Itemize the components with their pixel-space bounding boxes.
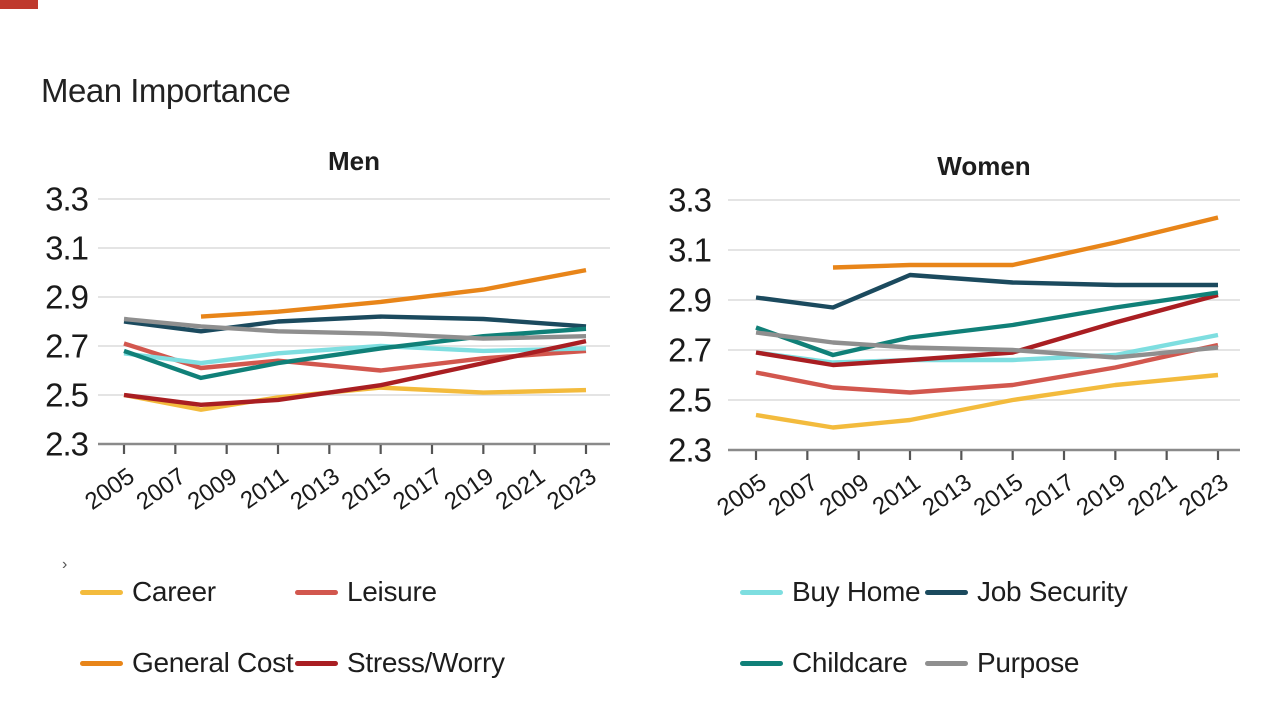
y-axis-tick-label: 2.7 xyxy=(45,328,88,365)
legend-label: Job Security xyxy=(977,576,1128,607)
legend-swatch xyxy=(925,589,968,595)
series-line-purpose xyxy=(755,330,1219,360)
legend-item-stress-worry: Stress/Worry xyxy=(295,643,505,683)
series-line-leisure xyxy=(755,342,1219,395)
y-axis-tick-label: 2.9 xyxy=(668,282,711,319)
y-axis-tick-label: 2.3 xyxy=(45,426,88,463)
y-axis-tick-label: 3.1 xyxy=(668,232,711,269)
series-line-leisure xyxy=(123,341,587,373)
x-axis-tick-label: 2013 xyxy=(286,463,345,516)
legend-item-buy-home: Buy Home xyxy=(740,572,921,612)
x-axis-tick-label: 2019 xyxy=(440,463,499,516)
x-axis-tick-label: 2019 xyxy=(1072,469,1131,522)
series-line-general-cost xyxy=(832,215,1219,270)
x-axis-tick-label: 2011 xyxy=(868,469,926,521)
panel-title-men: Men xyxy=(328,146,380,176)
y-axis-tick-label: 2.3 xyxy=(668,432,711,469)
series-line-job-security xyxy=(755,272,1218,310)
legend-label: Buy Home xyxy=(792,576,921,607)
legend-swatch xyxy=(295,660,338,666)
y-axis-tick-label: 3.3 xyxy=(668,182,711,219)
series-line-career xyxy=(755,372,1219,430)
legend-item-leisure: Leisure xyxy=(295,572,437,612)
legend-swatch xyxy=(740,589,783,595)
men-chart-panel: 3.33.12.92.72.52.32005200720092011201320… xyxy=(45,181,610,516)
legend-swatch xyxy=(740,660,783,666)
x-axis-tick-label: 2009 xyxy=(815,469,874,522)
legend-label: Stress/Worry xyxy=(347,647,505,678)
x-axis-tick-label: 2023 xyxy=(1174,469,1233,522)
y-axis-tick-label: 3.1 xyxy=(45,230,88,267)
y-axis-tick-label: 3.3 xyxy=(45,181,88,218)
x-axis-tick-label: 2023 xyxy=(542,463,601,516)
x-axis-tick-label: 2017 xyxy=(1020,469,1079,522)
x-axis-tick-label: 2021 xyxy=(1123,469,1182,522)
series-line-childcare xyxy=(755,290,1219,358)
legend-label: General Cost xyxy=(132,647,294,678)
chevron-right-icon: › xyxy=(62,556,68,573)
x-axis-tick-label: 2015 xyxy=(969,469,1028,522)
legend-label: Career xyxy=(132,576,216,607)
legend-item-general-cost: General Cost xyxy=(80,643,294,683)
x-axis-tick-label: 2013 xyxy=(918,469,977,522)
women-chart-panel: 3.33.12.92.72.52.32005200720092011201320… xyxy=(668,182,1240,522)
panel-title-women: Women xyxy=(937,151,1031,181)
y-axis-tick-label: 2.7 xyxy=(668,332,711,369)
x-axis-tick-label: 2021 xyxy=(491,463,550,516)
legend-item-career: Career xyxy=(80,572,216,612)
legend-label: Purpose xyxy=(977,647,1080,678)
series-line-childcare xyxy=(123,326,587,381)
legend-swatch xyxy=(80,589,123,595)
x-axis-tick-label: 2017 xyxy=(388,463,447,516)
legend-label: Childcare xyxy=(792,647,908,678)
y-axis-tick-label: 2.9 xyxy=(45,279,88,316)
y-axis-tick-label: 2.5 xyxy=(668,382,711,419)
legend-swatch xyxy=(925,660,968,666)
corner-accent-bar xyxy=(0,0,38,9)
legend-swatch xyxy=(295,589,338,595)
x-axis-tick-label: 2015 xyxy=(337,463,396,516)
series-line-stress-worry xyxy=(123,338,587,407)
x-axis-tick-label: 2005 xyxy=(712,469,771,522)
legend-item-childcare: Childcare xyxy=(740,643,908,683)
x-axis-tick-label: 2007 xyxy=(132,463,191,516)
x-axis-tick-label: 2011 xyxy=(236,463,294,515)
series-line-buy-home xyxy=(123,343,587,366)
series-line-general-cost xyxy=(200,267,587,319)
series-line-job-security xyxy=(123,314,587,334)
legend-item-job-security: Job Security xyxy=(925,572,1128,612)
x-axis-tick-label: 2009 xyxy=(183,463,242,516)
legend-item-purpose: Purpose xyxy=(925,643,1080,683)
x-axis-tick-label: 2005 xyxy=(80,463,139,516)
y-axis-tick-label: 2.5 xyxy=(45,377,88,414)
page-title: Mean Importance xyxy=(41,72,291,109)
legend-swatch xyxy=(80,660,123,666)
series-line-stress-worry xyxy=(755,292,1219,368)
x-axis-tick-label: 2007 xyxy=(764,469,823,522)
series-line-purpose xyxy=(123,316,587,341)
legend-label: Leisure xyxy=(347,576,437,607)
